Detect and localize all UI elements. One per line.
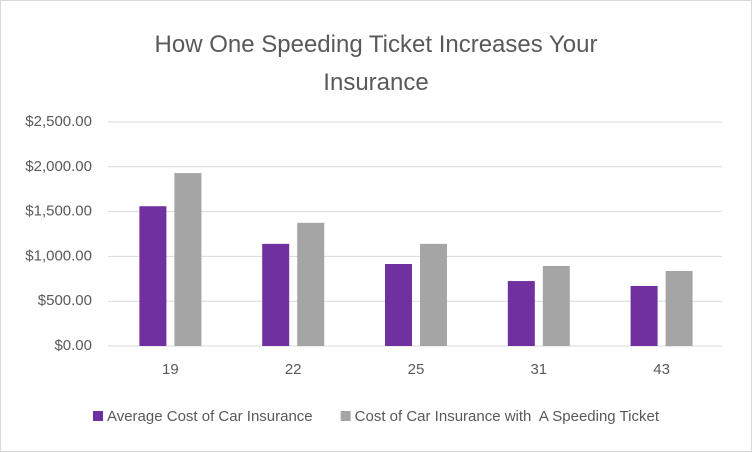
bar	[542, 265, 570, 346]
x-tick-label: 25	[408, 361, 425, 378]
chart-title: How One Speeding Ticket Increases Your I…	[154, 31, 598, 96]
y-tick-label: $2,500.00	[25, 113, 92, 130]
legend-swatch	[92, 411, 103, 421]
x-tick-label: 22	[285, 361, 302, 378]
bar	[420, 243, 447, 346]
y-tick-label: $1,000.00	[25, 247, 92, 264]
bar	[385, 264, 412, 346]
bar	[507, 281, 535, 346]
bar	[139, 206, 167, 346]
legend-label: Cost of Car Insurance with A Speeding Ti…	[355, 408, 660, 425]
bar	[174, 173, 202, 346]
y-tick-label: $0.00	[54, 337, 92, 354]
y-tick-label: $500.00	[38, 292, 92, 309]
x-tick-label: 43	[653, 361, 670, 378]
x-tick-label: 19	[162, 361, 179, 378]
legend-swatch	[340, 411, 351, 421]
bar	[262, 243, 290, 346]
x-tick-label: 31	[530, 361, 547, 378]
bar	[630, 285, 658, 346]
bar	[297, 222, 325, 346]
y-tick-label: $2,000.00	[25, 158, 92, 175]
bar	[665, 271, 693, 346]
legend-label: Average Cost of Car Insurance	[107, 408, 313, 425]
y-tick-label: $1,500.00	[25, 203, 92, 220]
